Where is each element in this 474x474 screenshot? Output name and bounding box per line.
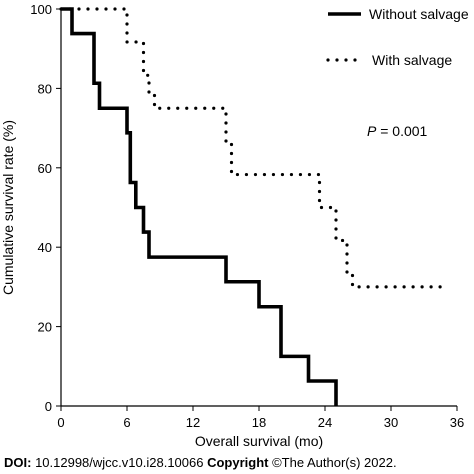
series-line-2 [59,7,448,289]
y-tick-label: 100 [30,2,52,17]
y-tick-label: 20 [38,320,52,335]
copyright-label: Copyright [207,455,269,470]
doi-label: DOI: [4,455,32,470]
legend: Without salvage With salvage [326,6,469,68]
doi-value: 10.12998/wjcc.v10.i28.10066 [31,455,208,470]
axes: 0 6 12 18 24 30 36 0 20 40 60 80 100 Overall survival… [0,2,464,449]
x-tick-label: 6 [123,415,130,430]
legend-label-1: Without salvage [369,6,469,22]
x-tick-label: 30 [384,415,398,430]
y-tick-label: 60 [38,161,52,176]
legend-label-2: With salvage [372,52,452,68]
x-tick-label: 12 [186,415,200,430]
y-axis-title: Cumulative survival rate (%) [0,120,16,295]
y-tick-label: 40 [38,240,52,255]
y-tick-label: 0 [45,399,52,414]
x-axis-title: Overall survival (mo) [195,433,323,449]
p-value-annotation: P = 0.001 [367,123,428,139]
copyright-value: ©The Author(s) 2022. [268,455,397,470]
y-tick-label: 80 [38,81,52,96]
x-tick-label: 24 [318,415,332,430]
x-tick-label: 18 [252,415,266,430]
series-line-1 [61,7,338,406]
x-tick-label: 0 [57,415,64,430]
x-tick-label: 36 [450,415,464,430]
series-layer [59,7,448,406]
footer-citation: DOI: 10.12998/wjcc.v10.i28.10066 Copyrig… [4,455,397,470]
